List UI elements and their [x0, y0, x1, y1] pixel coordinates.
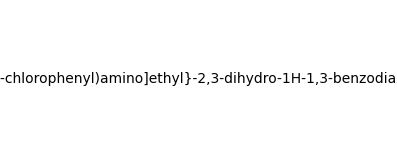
Text: 5-{1-[(4-chlorophenyl)amino]ethyl}-2,3-dihydro-1H-1,3-benzodiazol-2-one: 5-{1-[(4-chlorophenyl)amino]ethyl}-2,3-d… — [0, 72, 397, 86]
